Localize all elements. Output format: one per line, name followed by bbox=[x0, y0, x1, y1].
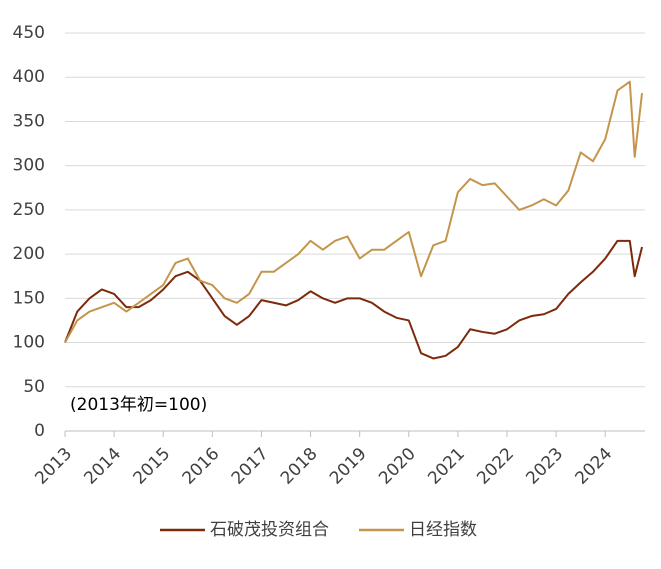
y-tick-label: 250 bbox=[13, 200, 45, 220]
y-tick-label: 450 bbox=[13, 23, 45, 43]
legend-label: 日经指数 bbox=[409, 520, 477, 540]
x-tick-label: 2016 bbox=[179, 444, 224, 489]
y-tick-label: 100 bbox=[13, 333, 45, 353]
y-tick-label: 400 bbox=[13, 67, 45, 87]
x-tick-label: 2024 bbox=[572, 444, 617, 489]
y-tick-label: 300 bbox=[13, 156, 45, 176]
y-tick-label: 350 bbox=[13, 111, 45, 131]
x-tick-label: 2015 bbox=[130, 444, 175, 489]
legend-label: 石破茂投资组合 bbox=[210, 520, 329, 540]
y-tick-label: 150 bbox=[13, 288, 45, 308]
y-tick-label: 0 bbox=[34, 421, 45, 441]
y-tick-label: 200 bbox=[13, 244, 45, 264]
line-series bbox=[64, 80, 644, 344]
x-tick-label: 2020 bbox=[375, 444, 420, 489]
x-tick-label: 2023 bbox=[522, 444, 567, 489]
line-series bbox=[64, 239, 644, 360]
x-tick-label: 2022 bbox=[473, 444, 518, 489]
x-tick-label: 2013 bbox=[31, 444, 76, 489]
x-tick-label: 2017 bbox=[228, 444, 273, 489]
y-tick-label: 50 bbox=[23, 377, 45, 397]
x-tick-label: 2021 bbox=[424, 444, 469, 489]
x-tick-label: 2019 bbox=[326, 444, 371, 489]
x-tick-label: 2018 bbox=[277, 444, 322, 489]
annotation: (2013年初=100) bbox=[70, 395, 207, 415]
x-tick-label: 2014 bbox=[80, 444, 125, 489]
